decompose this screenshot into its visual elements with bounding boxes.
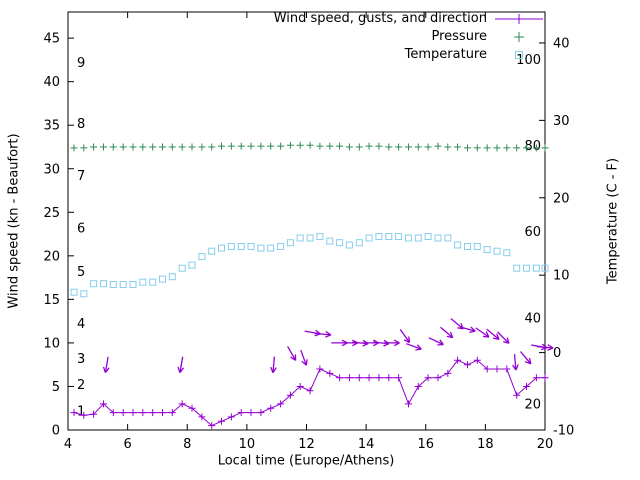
chart-legend: Wind speed, gusts, and direction Pressur… — [274, 10, 545, 63]
svg-text:16: 16 — [417, 437, 434, 452]
x-axis-label: Local time (Europe/Athens) — [217, 453, 395, 469]
svg-text:14: 14 — [358, 437, 375, 452]
svg-text:0: 0 — [52, 424, 60, 439]
wind-direction-arrows — [102, 318, 554, 374]
svg-text:0: 0 — [553, 346, 561, 361]
series-0 — [70, 356, 549, 430]
svg-text:3: 3 — [77, 352, 85, 367]
svg-text:7: 7 — [77, 169, 85, 184]
svg-text:8: 8 — [183, 437, 191, 452]
series-2 — [70, 233, 549, 298]
svg-text:9: 9 — [77, 56, 85, 71]
svg-text:20: 20 — [553, 191, 570, 206]
svg-text:30: 30 — [553, 114, 570, 129]
svg-text:10: 10 — [43, 336, 60, 351]
svg-text:5: 5 — [52, 380, 60, 395]
svg-text:60: 60 — [524, 225, 541, 240]
legend-label-wind: Wind speed, gusts, and direction — [273, 11, 487, 26]
svg-text:6: 6 — [123, 437, 131, 452]
plot-border-and-ticks — [67, 11, 546, 431]
tick-labels: 4 6 8 10 12 14 16 18 20051015202530354045-100102… — [43, 32, 574, 452]
y-axis-label-right: Temperature (C - F) — [605, 157, 621, 285]
svg-text:40: 40 — [524, 312, 541, 327]
svg-text:12: 12 — [298, 437, 315, 452]
y-axis-label-left: Wind speed (kn - Beaufort) — [6, 133, 22, 309]
legend-item-wind: Wind speed, gusts, and direction — [274, 10, 545, 27]
svg-text:4: 4 — [64, 437, 72, 452]
svg-text:10: 10 — [239, 437, 256, 452]
svg-text:4: 4 — [77, 317, 85, 332]
svg-text:15: 15 — [43, 293, 60, 308]
svg-text:1: 1 — [77, 404, 85, 419]
beaufort-scale-labels: 1 2 3 4 5 6 7 8 9 — [77, 56, 85, 419]
legend-label-pressure: Pressure — [431, 29, 487, 44]
svg-text:20: 20 — [43, 249, 60, 264]
svg-text:30: 30 — [43, 162, 60, 177]
svg-text:25: 25 — [43, 206, 60, 221]
series-1 — [70, 141, 549, 152]
legend-sample-wind-icon — [495, 13, 543, 24]
legend-label-temperature: Temperature — [404, 47, 487, 62]
svg-text:18: 18 — [477, 437, 494, 452]
svg-text:-10: -10 — [553, 424, 574, 439]
svg-text:40: 40 — [553, 36, 570, 51]
legend-sample-temperature-icon — [515, 50, 523, 59]
legend-item-pressure: Pressure — [274, 28, 545, 45]
svg-text:35: 35 — [43, 119, 60, 134]
svg-text:8: 8 — [77, 117, 85, 132]
svg-text:10: 10 — [553, 269, 570, 284]
legend-sample-pressure-icon — [514, 31, 524, 42]
svg-text:2: 2 — [77, 378, 85, 393]
svg-text:45: 45 — [43, 32, 60, 47]
legend-item-temperature: Temperature — [274, 46, 545, 63]
svg-text:20: 20 — [537, 437, 554, 452]
svg-text:5: 5 — [77, 265, 85, 280]
svg-text:40: 40 — [43, 75, 60, 90]
svg-text:20: 20 — [524, 397, 541, 412]
svg-text:6: 6 — [77, 221, 85, 236]
